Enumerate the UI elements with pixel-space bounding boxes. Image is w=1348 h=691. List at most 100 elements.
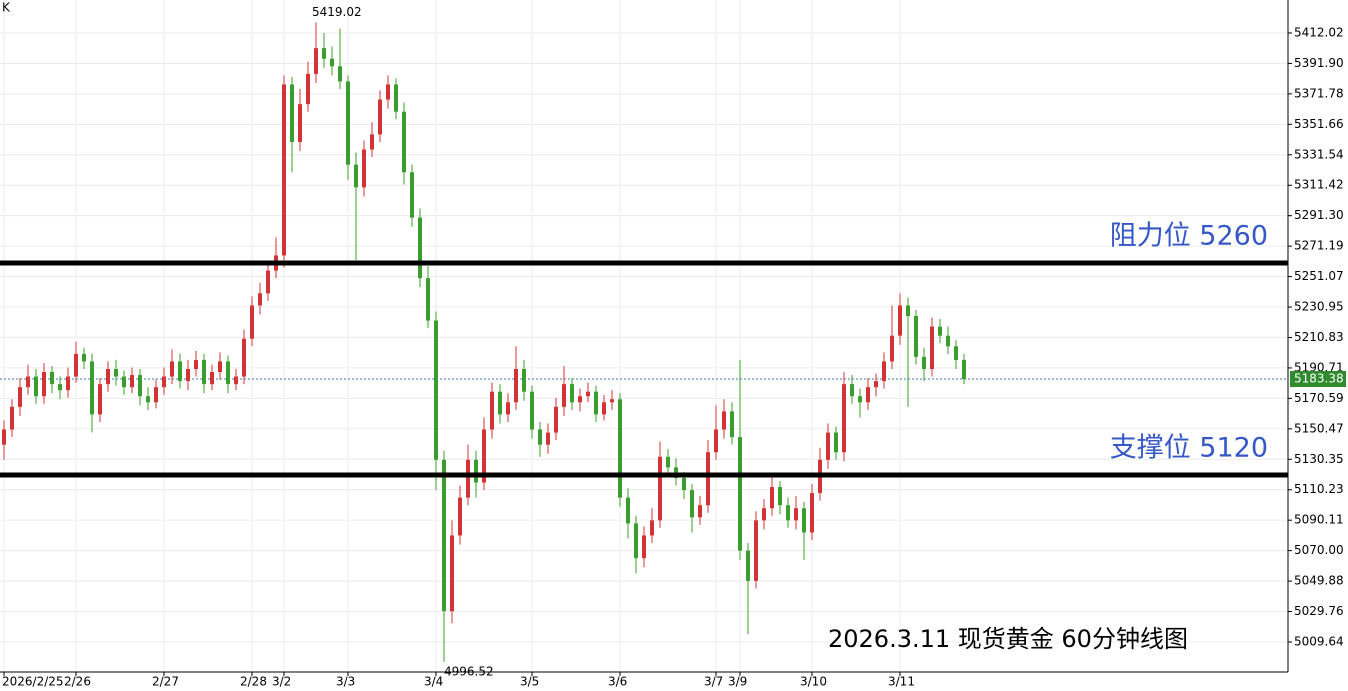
candle-body: [442, 459, 446, 612]
candle-body: [290, 84, 294, 142]
y-tick-label: 5230.95: [1294, 300, 1344, 314]
candle-body: [538, 429, 542, 445]
y-tick-label: 5331.54: [1294, 147, 1344, 161]
x-tick-label: 3/11: [888, 675, 915, 689]
candle-body: [66, 376, 70, 391]
candle-body: [938, 326, 942, 336]
y-tick-label: 5311.42: [1294, 178, 1344, 192]
candle-body: [266, 270, 270, 294]
candle-body: [722, 411, 726, 430]
y-tick-label: 5412.02: [1294, 25, 1344, 39]
candle-body: [930, 326, 934, 369]
candle-body: [578, 396, 582, 403]
candle-body: [826, 432, 830, 460]
candle-body: [522, 368, 526, 392]
candle-body: [962, 359, 966, 380]
x-tick-label: 2/27: [152, 675, 179, 689]
level-label: 阻力位 5260: [1110, 221, 1268, 252]
y-tick-label: 5150.47: [1294, 421, 1344, 435]
y-tick-label: 5271.19: [1294, 239, 1344, 253]
candle-body: [770, 487, 774, 509]
candle-body: [314, 48, 318, 74]
candle-body: [562, 384, 566, 407]
candle-body: [82, 353, 86, 362]
x-tick-label: 2/26: [64, 675, 91, 689]
candle-body: [90, 361, 94, 415]
candle-body: [338, 66, 342, 82]
candle-body: [922, 356, 926, 369]
candle-body: [794, 508, 798, 521]
candle-body: [514, 368, 518, 403]
last-price-box: [1290, 371, 1346, 388]
candle-body: [658, 456, 662, 521]
candle-body: [298, 104, 302, 142]
candle-body: [354, 164, 358, 188]
y-tick-label: 5291.30: [1294, 208, 1344, 222]
x-tick-label: 3/7: [704, 675, 723, 689]
candle-body: [186, 368, 190, 382]
y-tick-label: 5049.88: [1294, 574, 1344, 588]
candle-body: [746, 550, 750, 581]
candle-body: [34, 376, 38, 397]
candle-body: [498, 391, 502, 415]
x-tick-label: 3/10: [800, 675, 827, 689]
x-tick-label: 3/5: [520, 675, 539, 689]
x-tick-label: 3/6: [608, 675, 627, 689]
candle-body: [242, 338, 246, 377]
candle-body: [450, 535, 454, 612]
candle-body: [834, 432, 838, 453]
candle-body: [306, 73, 310, 105]
candle-body: [378, 99, 382, 135]
candle-body: [954, 346, 958, 360]
y-tick-label: 5190.71: [1294, 360, 1344, 374]
candle-body: [202, 359, 206, 385]
candle-body: [810, 493, 814, 533]
candle-body: [698, 505, 702, 518]
candle-body: [714, 429, 718, 453]
candle-body: [74, 353, 78, 377]
candle-body: [690, 490, 694, 518]
candle-body: [362, 149, 366, 188]
candle-body: [802, 508, 806, 533]
candle-body: [626, 497, 630, 524]
candle-body: [410, 172, 414, 218]
y-tick-label: 5130.35: [1294, 452, 1344, 466]
candle-body: [258, 293, 262, 306]
candle-body: [234, 376, 238, 385]
candle-body: [370, 134, 374, 150]
candle-body: [858, 396, 862, 403]
chart-title: 2026.3.11 现货黄金 60分钟线图: [828, 625, 1188, 653]
candle-body: [226, 361, 230, 385]
candle-body: [194, 359, 198, 369]
candle-body: [594, 391, 598, 415]
candle-body: [530, 391, 534, 430]
candle-body: [218, 361, 222, 373]
candle-body: [114, 368, 118, 377]
candle-body: [850, 384, 854, 397]
candle-body: [106, 368, 110, 385]
candle-body: [666, 456, 670, 468]
y-tick-label: 5371.78: [1294, 86, 1344, 100]
candle-body: [906, 305, 910, 317]
candle-body: [738, 437, 742, 551]
candle-body: [178, 361, 182, 382]
candle-body: [122, 376, 126, 388]
candle-body: [50, 372, 54, 385]
x-tick-label: 3/3: [336, 675, 355, 689]
candle-body: [706, 452, 710, 506]
y-tick-label: 5029.76: [1294, 604, 1344, 618]
corner-text: K: [2, 1, 11, 15]
candle-body: [26, 376, 30, 388]
candle-body: [650, 520, 654, 536]
candle-body: [162, 376, 166, 388]
candle-body: [330, 58, 334, 67]
candle-body: [874, 381, 878, 388]
candle-body: [18, 387, 22, 407]
candle-body: [346, 81, 350, 165]
candle-body: [634, 523, 638, 559]
candle-body: [786, 505, 790, 521]
candle-body: [842, 384, 846, 453]
y-tick-label: 5351.66: [1294, 117, 1344, 131]
